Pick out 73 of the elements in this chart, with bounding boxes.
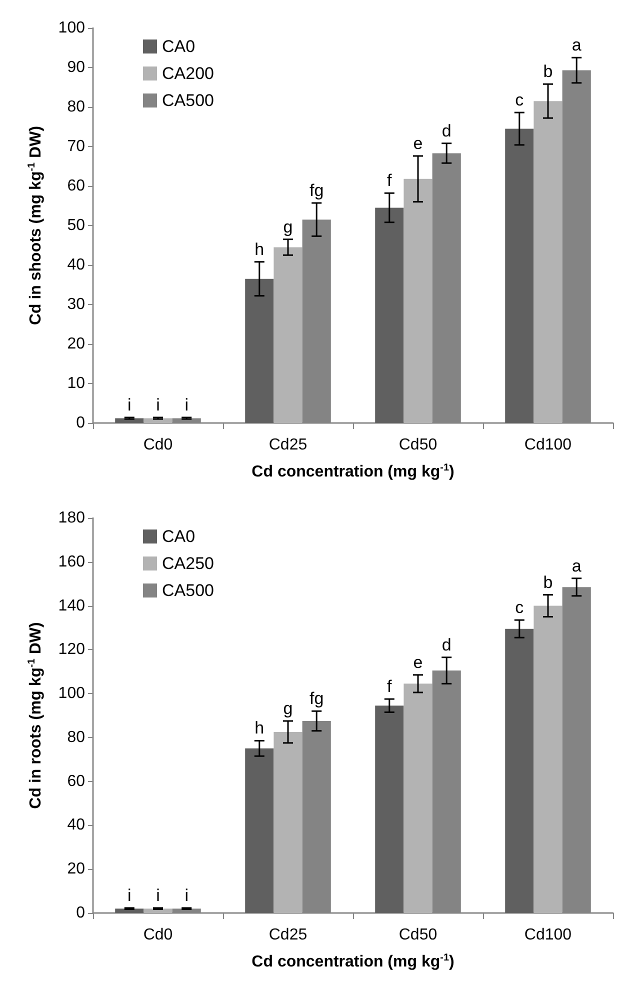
- x-tick-label: Cd0: [143, 436, 173, 454]
- y-tick-label: 30: [67, 296, 86, 313]
- y-tick-label: 180: [58, 510, 86, 526]
- y-tick-label: 60: [67, 178, 86, 194]
- data-label: e: [413, 652, 423, 672]
- data-label: f: [387, 677, 392, 696]
- bar: [274, 247, 302, 423]
- y-tick-label: 10: [67, 375, 86, 392]
- y-axis-title: Cd in roots (mg kg-1 DW): [26, 622, 44, 809]
- x-tick-label: Cd100: [524, 926, 572, 944]
- data-label: d: [442, 121, 452, 140]
- bar: [245, 278, 274, 423]
- y-tick-label: 140: [58, 597, 86, 614]
- data-label: i: [128, 395, 132, 414]
- y-tick-label: 70: [67, 138, 86, 155]
- data-label: c: [515, 90, 524, 110]
- y-tick-label: 40: [67, 256, 86, 274]
- data-label: i: [156, 886, 160, 905]
- data-label: b: [543, 572, 553, 592]
- y-tick-label: 0: [76, 904, 86, 922]
- data-label: a: [572, 556, 582, 576]
- y-tick-label: 20: [67, 336, 86, 352]
- bar: [274, 732, 302, 913]
- data-label: a: [572, 36, 582, 55]
- legend-label: CA0: [162, 37, 196, 56]
- data-label: i: [128, 886, 132, 905]
- bar: [534, 606, 562, 913]
- data-label: d: [442, 635, 452, 654]
- y-tick-label: 60: [67, 772, 86, 790]
- data-label: e: [413, 134, 423, 153]
- data-label: h: [254, 240, 264, 259]
- legend-label: CA500: [162, 581, 214, 600]
- data-label: fg: [310, 689, 324, 708]
- data-label: h: [254, 718, 264, 738]
- bar: [505, 128, 534, 423]
- y-tick-label: 50: [67, 217, 86, 234]
- y-tick-label: 40: [67, 816, 86, 834]
- y-tick-label: 160: [58, 553, 86, 570]
- y-axis-title: Cd in shoots (mg kg-1 DW): [26, 126, 44, 326]
- y-tick-label: 100: [58, 685, 86, 702]
- data-label: i: [156, 395, 160, 414]
- x-tick-label: Cd100: [524, 436, 572, 454]
- data-label: fg: [310, 180, 324, 200]
- legend-label: CA200: [162, 64, 214, 83]
- y-tick-label: 120: [58, 641, 86, 658]
- bar: [404, 178, 432, 423]
- y-tick-label: 0: [76, 414, 86, 432]
- y-tick-label: 80: [67, 728, 86, 746]
- data-label: g: [283, 698, 293, 718]
- data-label: i: [184, 886, 188, 905]
- legend-label: CA0: [162, 527, 196, 546]
- bar: [375, 706, 404, 913]
- data-label: b: [543, 62, 553, 82]
- y-tick-label: 20: [67, 860, 86, 878]
- bar: [245, 748, 274, 913]
- bar: [505, 628, 534, 913]
- data-label: i: [184, 395, 188, 414]
- y-tick-label: 100: [58, 20, 86, 36]
- legend-label: CA250: [162, 554, 214, 573]
- y-tick-label: 80: [67, 98, 86, 116]
- bar: [534, 101, 562, 423]
- legend-label: CA500: [162, 91, 214, 110]
- bar: [375, 208, 404, 423]
- x-tick-label: Cd0: [143, 926, 173, 944]
- data-label: c: [515, 598, 524, 618]
- x-tick-label: Cd50: [398, 926, 438, 944]
- bar: [404, 684, 432, 913]
- x-tick-label: Cd50: [398, 436, 438, 454]
- data-label: g: [283, 217, 293, 236]
- x-tick-label: Cd25: [268, 926, 308, 944]
- x-tick-label: Cd25: [268, 436, 308, 454]
- data-label: f: [387, 171, 392, 190]
- y-tick-label: 90: [67, 59, 86, 76]
